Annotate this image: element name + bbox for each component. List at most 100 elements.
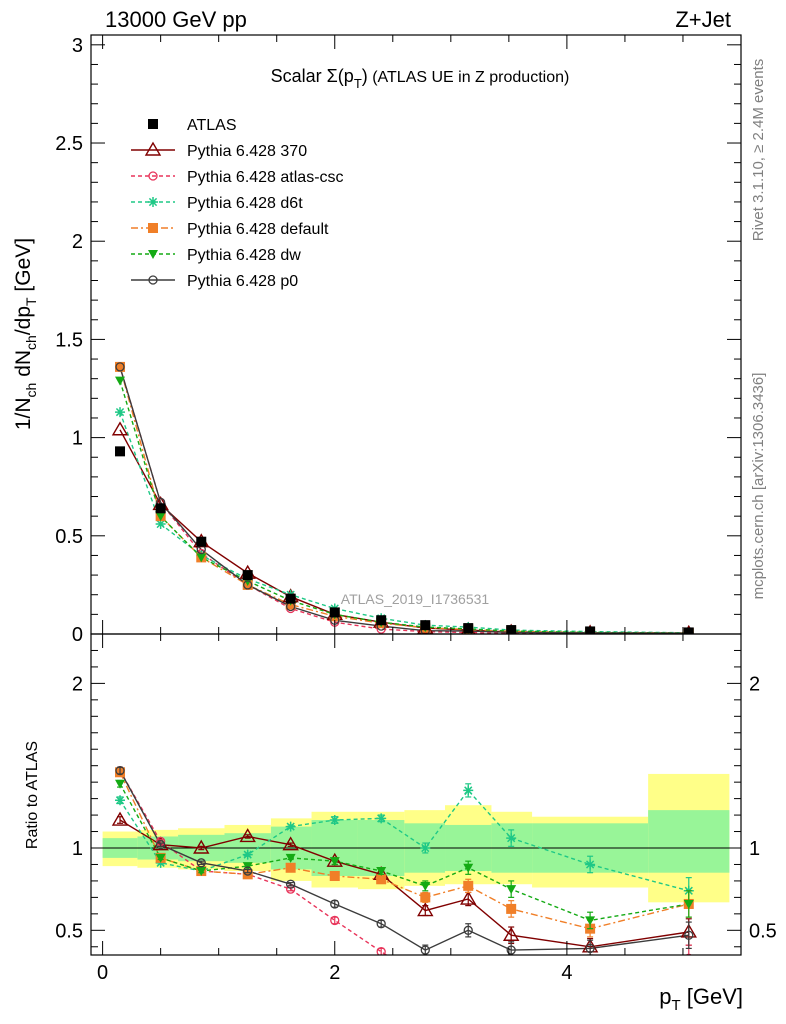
legend-item-pythia-6-428-p0: Pythia 6.428 p0 [131, 273, 298, 290]
x-axis-label-tail: [GeV] [681, 984, 743, 1009]
ratio-plot-frame [90, 633, 742, 956]
ratio-point-pythia-6-428-default [420, 892, 431, 903]
ratio-y-tick-label-right: 1 [749, 838, 760, 860]
series-line-pythia-6-428-dw [119, 380, 689, 634]
point-atlas [463, 623, 474, 634]
point-pythia-6-428-p0 [115, 362, 125, 372]
ratio-point-pythia-6-428-dw [196, 867, 207, 877]
ratio-point-pythia-6-428-370 [239, 828, 256, 843]
legend-marker-pythia-6-428-dw [148, 250, 158, 259]
ratio-point-pythia-6-428-dw [506, 885, 517, 895]
ratio-point-pythia-6-428-default [376, 874, 387, 885]
ratio-point-pythia-6-428-d6t [285, 821, 296, 832]
point-pythia-6-428-d6t [155, 519, 166, 530]
point-atlas [329, 607, 340, 618]
analysis-id-watermark: ATLAS_2019_I1736531 [341, 591, 490, 607]
ratio-point-pythia-6-428-dw [585, 916, 596, 926]
plot-title: Scalar Σ(pT) (ATLAS UE in Z production) [271, 66, 570, 91]
point-atlas [196, 536, 207, 547]
point-atlas [115, 446, 126, 457]
point-atlas [506, 625, 517, 634]
legend-marker-pythia-6-428-370 [144, 141, 162, 156]
ratio-point-pythia-6-428-dw [683, 899, 694, 909]
legend: ATLAS Pythia 6.428 370 Pythia 6.428 atlas-… [131, 117, 344, 290]
main-y-axis-label: 1/Nch dNch/dpT [GeV] [12, 238, 39, 430]
ratio-point-pythia-6-428-default [506, 903, 517, 914]
y-tick-label: 0 [72, 624, 83, 646]
ratio-point-pythia-6-428-p0 [155, 840, 166, 850]
point-atlas [420, 620, 431, 631]
ratio-point-pythia-6-428-370 [282, 836, 299, 851]
ratio-point-pythia-6-428-370 [193, 839, 210, 854]
legend-label-pythia-6-428-370: Pythia 6.428 370 [187, 143, 307, 160]
ratio-point-pythia-6-428-p0 [243, 866, 253, 876]
point-atlas [242, 570, 253, 581]
y-tick-label: 2.5 [55, 133, 83, 155]
legend-item-pythia-6-428-atlas-csc: Pythia 6.428 atlas-csc [131, 169, 344, 186]
ratio-point-pythia-6-428-atlas-csc [685, 953, 693, 955]
ratio-point-pythia-6-428-d6t [115, 795, 126, 806]
ratio-point-pythia-6-428-dw [376, 867, 387, 877]
ratio-point-pythia-6-428-p0 [196, 858, 206, 868]
process-label: Z+Jet [675, 7, 731, 32]
point-pythia-6-428-dw [196, 553, 207, 563]
ratio-point-pythia-6-428-p0 [330, 899, 340, 909]
x-axis-label-subscript: T [671, 997, 680, 1014]
ratio-point-pythia-6-428-370 [417, 902, 434, 917]
ratio-point-pythia-6-428-d6t [329, 815, 340, 826]
ratio-point-pythia-6-428-dw [155, 853, 166, 863]
legend-label-pythia-6-428-p0: Pythia 6.428 p0 [187, 273, 298, 290]
ratio-point-pythia-6-428-default [329, 870, 340, 881]
mcplots-label: mcplots.cern.ch [arXiv:1306.3436] [750, 373, 767, 600]
ratio-point-pythia-6-428-370 [502, 926, 520, 941]
ratio-point-pythia-6-428-370 [460, 890, 477, 905]
plot-title-main: Scalar Σ(p [271, 66, 354, 86]
y-tick-label: 2 [72, 231, 83, 253]
x-tick-label: 0 [97, 962, 108, 984]
ratio-point-pythia-6-428-p0 [376, 919, 386, 929]
y-tick-label: 1.5 [55, 329, 83, 351]
ratio-point-pythia-6-428-p0 [420, 945, 430, 955]
ratio-point-pythia-6-428-atlas-csc [421, 976, 429, 984]
ratio-plot-ticks: 0.5 0.5 1 1 2 2 0 2 4 [55, 634, 777, 984]
legend-label-pythia-6-428-atlas-csc: Pythia 6.428 atlas-csc [187, 169, 344, 186]
ratio-y-tick-label-right: 0.5 [749, 920, 777, 942]
ratio-point-pythia-6-428-dw [329, 857, 340, 867]
ratio-point-pythia-6-428-atlas-csc [586, 976, 594, 984]
point-atlas [376, 615, 387, 626]
legend-marker-pythia-6-428-atlas-csc [148, 171, 158, 181]
legend-marker-pythia-6-428-default [148, 223, 158, 233]
point-atlas [285, 593, 296, 604]
plot-title-subscript: T [354, 76, 362, 91]
ratio-point-pythia-6-428-d6t [420, 843, 431, 853]
ratio-point-pythia-6-428-d6t [463, 785, 474, 796]
ratio-point-pythia-6-428-atlas-csc [464, 976, 472, 984]
ratio-point-pythia-6-428-atlas-csc [507, 976, 515, 984]
ratio-point-pythia-6-428-default [285, 862, 296, 873]
ratio-point-pythia-6-428-dw [285, 853, 296, 863]
legend-item-pythia-6-428-d6t: Pythia 6.428 d6t [131, 195, 303, 212]
point-atlas [155, 503, 166, 514]
ratio-point-pythia-6-428-p0 [506, 945, 516, 955]
point-pythia-6-428-default [115, 361, 126, 372]
legend-marker-pythia-6-428-p0 [148, 275, 158, 285]
point-atlas [585, 626, 596, 634]
ratio-point-pythia-6-428-d6t [242, 849, 253, 860]
legend-item-pythia-6-428-default: Pythia 6.428 default [131, 221, 329, 238]
legend-label-pythia-6-428-dw: Pythia 6.428 dw [187, 247, 301, 264]
ratio-point-pythia-6-428-370 [111, 811, 129, 826]
plot-title-tail: (ATLAS UE in Z production) [368, 69, 570, 86]
legend-item-pythia-6-428-dw: Pythia 6.428 dw [131, 247, 301, 264]
legend-marker-atlas [148, 119, 158, 129]
ratio-line-pythia-6-428-dw [119, 783, 689, 922]
collision-energy-label: 13000 GeV pp [105, 7, 247, 32]
ratio-point-pythia-6-428-default [463, 880, 474, 891]
point-pythia-6-428-dw [155, 512, 166, 522]
point-pythia-6-428-370 [111, 421, 129, 436]
legend-item-pythia-6-428-370: Pythia 6.428 370 [131, 141, 307, 160]
legend-marker-pythia-6-428-d6t [148, 197, 158, 207]
ratio-point-pythia-6-428-p0 [585, 943, 595, 954]
point-pythia-6-428-p0 [243, 580, 253, 590]
legend-label-pythia-6-428-default: Pythia 6.428 default [187, 221, 329, 238]
